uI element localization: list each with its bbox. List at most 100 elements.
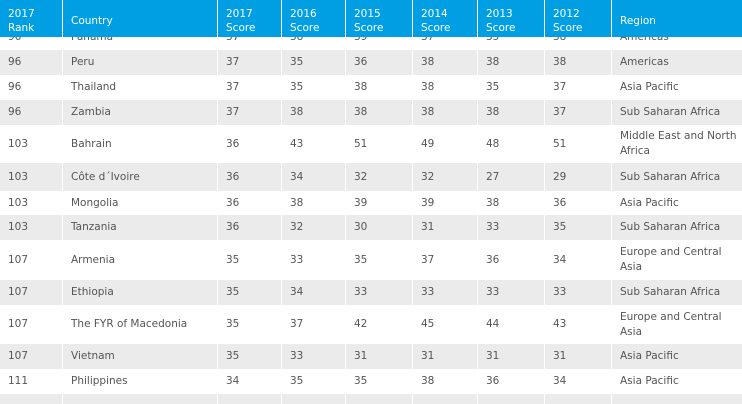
cell-score-2016: 35 (282, 369, 346, 394)
cell-region: Americas (620, 37, 669, 43)
cell-score-2012: 34 (545, 240, 612, 280)
column-header-score-2017[interactable]: 2017 Score (218, 0, 282, 37)
cell-region: Asia Pacific (620, 81, 679, 93)
cell-score-2012: 37 (545, 75, 612, 100)
table-row: 107 Armenia 35 33 35 37 36 34 Europe and Central… (0, 240, 742, 280)
cell-rank: 103 (0, 125, 63, 163)
cell-score-2014: 31 (413, 215, 478, 240)
cell-score-2015: 35 (346, 369, 413, 394)
cell-score-2013: 35 (478, 37, 545, 50)
cell-region: Middle East and North Africa (620, 130, 737, 157)
cell-score-2013: 33 (478, 215, 545, 240)
cell-score-2014: 49 (413, 125, 478, 163)
cell-score-2013 (478, 394, 545, 404)
cell-country: The FYR of Macedonia (63, 305, 218, 344)
cell-score-2014: 38 (413, 75, 478, 100)
column-header-country[interactable]: Country (63, 0, 218, 37)
cell-score-2012: 31 (545, 344, 612, 369)
cell-score-2012: 35 (545, 215, 612, 240)
cell-region (612, 394, 742, 404)
cell-score-2015: 31 (346, 344, 413, 369)
cell-score-2014: 37 (413, 37, 478, 50)
cell-score-2012: 38 (545, 50, 612, 75)
cell-score-2015: 35 (346, 240, 413, 280)
table-row: 96 Thailand 37 35 38 38 35 37 Asia Pacific (0, 75, 742, 100)
cell-score-2012: 51 (545, 125, 612, 163)
cell-country: Zambia (63, 100, 218, 125)
cell-score-2012: 38 (545, 37, 612, 50)
cell-score-2016: 43 (282, 125, 346, 163)
cell-country: Thailand (63, 75, 218, 100)
table-row: 96 Peru 37 35 36 38 38 38 Americas (0, 50, 742, 75)
table-row (0, 394, 742, 404)
cell-score-2014: 38 (413, 369, 478, 394)
cell-score-2015 (346, 394, 413, 404)
cell-rank: 107 (0, 344, 63, 369)
cell-score-2015: 30 (346, 215, 413, 240)
cell-country: Philippines (63, 369, 218, 394)
cell-score-2016: 34 (282, 280, 346, 305)
table-row: 103 Bahrain 36 43 51 49 48 51 Middle East and No… (0, 125, 742, 163)
table-row: 111 Philippines 34 35 35 38 36 34 Asia Pacific (0, 369, 742, 394)
cell-rank: 107 (0, 305, 63, 344)
cell-score-2013: 35 (478, 75, 545, 100)
cell-score-2014: 33 (413, 280, 478, 305)
table-row: 96 Panama 37 38 39 37 35 38 Americas (0, 37, 742, 50)
column-header-score-2014[interactable]: 2014 Score (413, 0, 478, 37)
column-header-rank[interactable]: 2017 Rank (0, 0, 63, 37)
cell-score-2015: 33 (346, 280, 413, 305)
cell-country: Tanzania (63, 215, 218, 240)
cell-score-2014: 38 (413, 50, 478, 75)
cell-score-2017: 37 (218, 100, 282, 125)
table-body[interactable]: 96 Panama 37 38 39 37 35 38 Americas 96 Peru 37 35 36… (0, 37, 742, 404)
cell-score-2013: 36 (478, 369, 545, 394)
cell-score-2017: 35 (218, 305, 282, 344)
cell-rank: 103 (0, 191, 63, 215)
cell-score-2016: 35 (282, 50, 346, 75)
cell-score-2017: 37 (218, 50, 282, 75)
cell-score-2014: 38 (413, 100, 478, 125)
cell-score-2015: 38 (346, 100, 413, 125)
column-header-region[interactable]: Region (620, 14, 656, 27)
column-header-score-2015[interactable]: 2015 Score (346, 0, 413, 37)
cell-score-2013: 38 (478, 100, 545, 125)
cell-score-2016: 35 (282, 75, 346, 100)
cell-score-2012: 34 (545, 369, 612, 394)
cell-country: Mongolia (63, 191, 218, 215)
cell-rank: 107 (0, 280, 63, 305)
cell-rank: 96 (0, 100, 63, 125)
cell-score-2017: 34 (218, 369, 282, 394)
cell-score-2017: 35 (218, 240, 282, 280)
column-header-score-2012[interactable]: 2012 Score (545, 0, 612, 37)
cell-country: Armenia (63, 240, 218, 280)
cell-score-2015: 38 (346, 75, 413, 100)
cell-score-2017: 36 (218, 125, 282, 163)
cell-score-2016: 37 (282, 305, 346, 344)
cell-region: Europe and Central Asia (620, 310, 722, 338)
cell-score-2014 (413, 394, 478, 404)
cell-score-2014: 37 (413, 240, 478, 280)
cell-score-2014: 39 (413, 191, 478, 215)
cell-score-2013: 38 (478, 191, 545, 215)
cell-rank: 103 (0, 215, 63, 240)
cell-score-2016: 33 (282, 240, 346, 280)
cell-region: Sub Saharan Africa (620, 221, 721, 233)
cell-score-2015: 42 (346, 305, 413, 344)
table-row: 96 Zambia 37 38 38 38 38 37 Sub Saharan Africa (0, 100, 742, 125)
table-row: 103 Tanzania 36 32 30 31 33 35 Sub Saharan Afric… (0, 215, 742, 240)
cell-score-2015: 39 (346, 37, 413, 50)
cell-country: Panama (63, 37, 218, 50)
cell-country: Côte d´Ivoire (63, 163, 218, 191)
table-row: 107 The FYR of Macedonia 35 37 42 45 44 43 Europ… (0, 305, 742, 344)
cell-region: Sub Saharan Africa (620, 170, 721, 183)
cell-country: Bahrain (63, 125, 218, 163)
cell-score-2012: 36 (545, 191, 612, 215)
cell-country (63, 394, 218, 404)
cell-region: Asia Pacific (620, 196, 679, 209)
cell-region: Asia Pacific (620, 350, 679, 362)
column-header-score-2013[interactable]: 2013 Score (478, 0, 545, 37)
column-header-score-2016[interactable]: 2016 Score (282, 0, 346, 37)
cell-score-2017: 37 (218, 37, 282, 50)
table-row: 107 Ethiopia 35 34 33 33 33 33 Sub Saharan Afric… (0, 280, 742, 305)
cell-score-2012: 37 (545, 100, 612, 125)
